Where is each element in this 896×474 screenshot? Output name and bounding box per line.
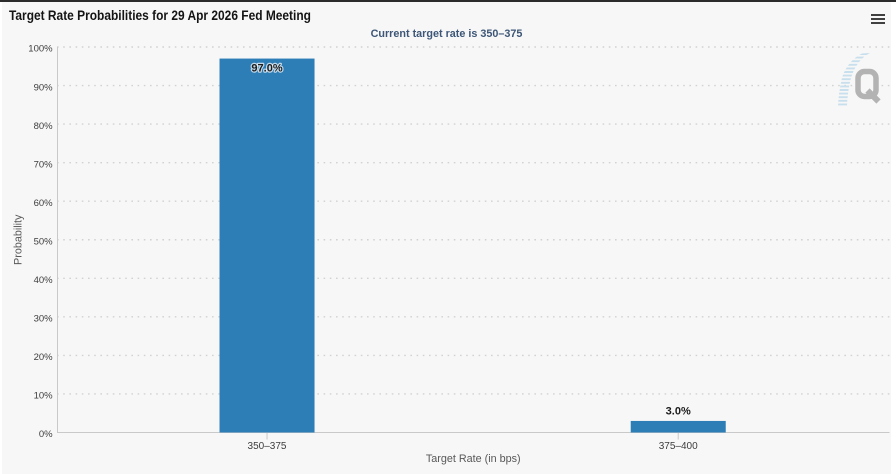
y-axis-tick-label: 30% [34, 314, 54, 325]
bar-value-label: 97.0% [251, 63, 282, 75]
y-axis-tick-label: 50% [34, 236, 54, 247]
bar-375-400[interactable] [630, 420, 726, 433]
hamburger-menu-icon [871, 17, 885, 21]
hamburger-menu-icon [871, 22, 885, 25]
y-axis-tick-label: 90% [34, 82, 54, 93]
y-axis-tick-label: 40% [34, 275, 54, 286]
page-top-border [0, 0, 896, 2]
y-axis-tick-label: 20% [34, 352, 54, 363]
y-axis-tick-label: 80% [34, 121, 54, 132]
y-axis-tick-label: 70% [34, 159, 54, 170]
y-axis-tick-label: 10% [34, 391, 54, 402]
y-axis-tick-label: 0% [39, 429, 53, 440]
chart-export-menu-button[interactable] [868, 10, 892, 28]
x-axis-title: Target Rate (in bps) [426, 453, 521, 465]
x-axis-category-label: 375–400 [659, 441, 698, 452]
y-axis-title: Probability [13, 214, 25, 265]
watermark-logo [838, 53, 881, 106]
chart-subtitle: Current target rate is 350–375 [370, 28, 523, 40]
bar-value-label: 3.0% [666, 405, 691, 417]
hamburger-menu-icon [871, 13, 885, 16]
x-axis-category-label: 350–375 [248, 441, 287, 452]
chart-title: Target Rate Probabilities for 29 Apr 202… [9, 7, 311, 24]
watermark-q-ring [855, 68, 879, 100]
bar-350-375[interactable] [219, 58, 315, 433]
y-axis-tick-label: 60% [34, 198, 54, 209]
y-axis-tick-label: 100% [28, 44, 53, 55]
watermark-q-tail [865, 88, 881, 104]
